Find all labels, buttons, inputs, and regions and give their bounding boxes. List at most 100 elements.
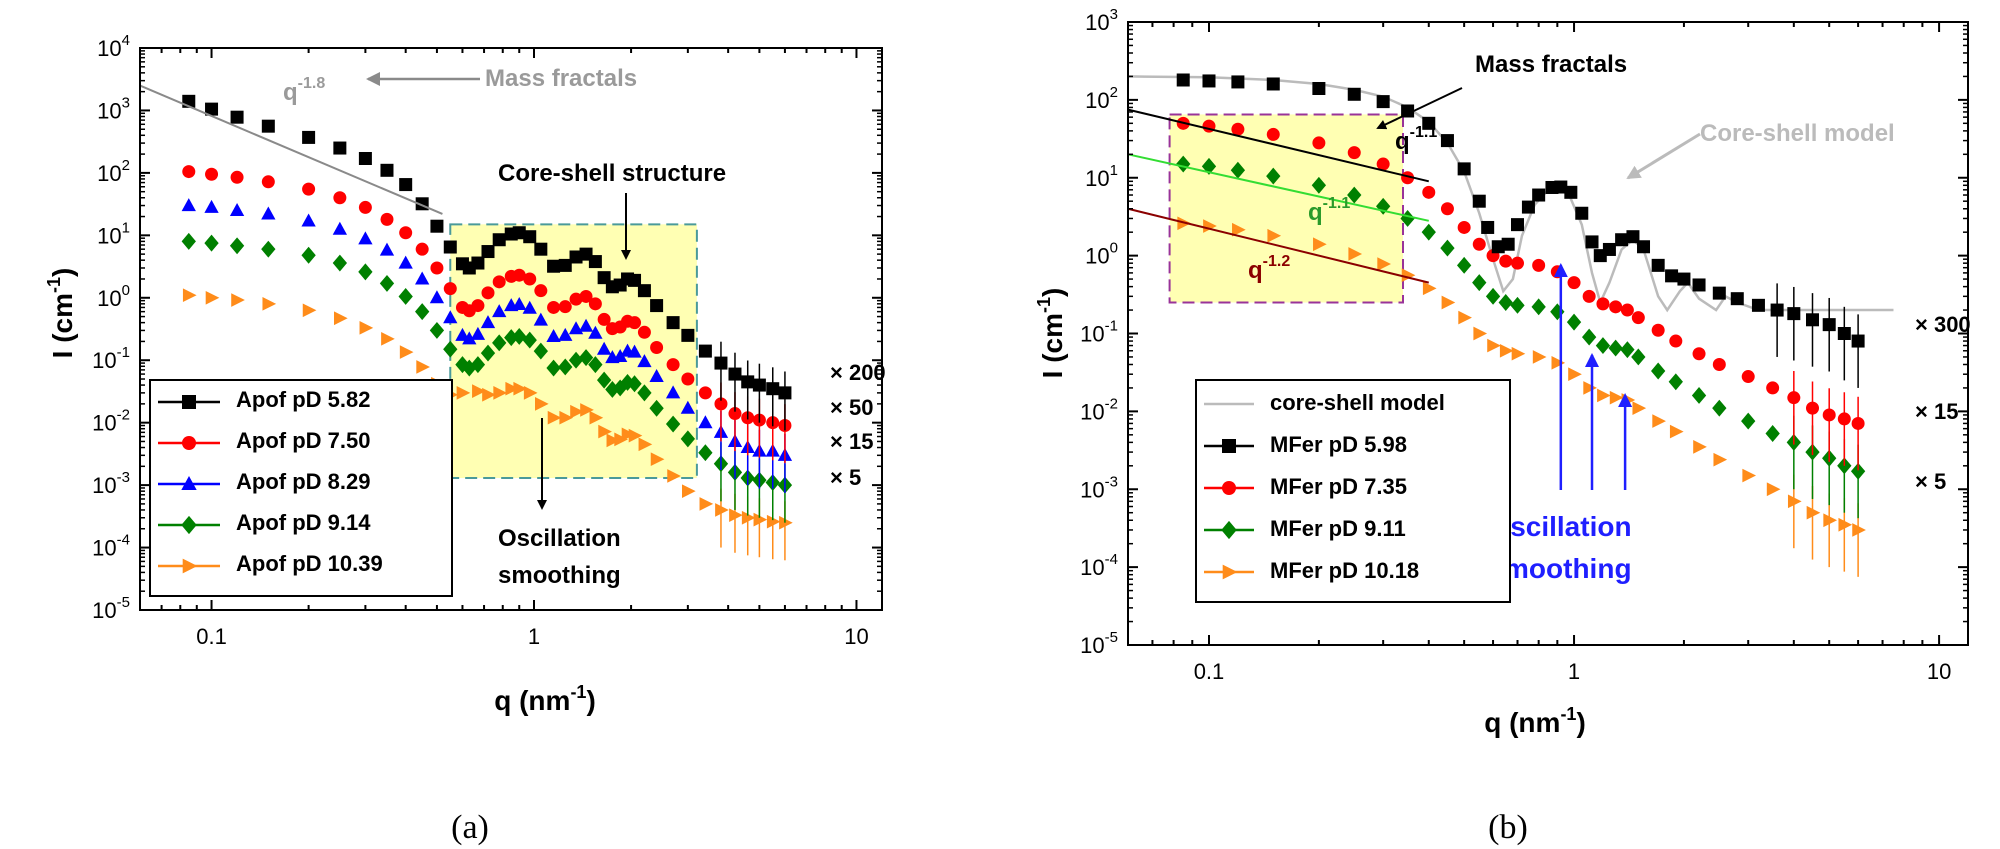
y-tick-label: 10-4 <box>1080 551 1118 580</box>
data-point <box>1376 95 1390 109</box>
data-point <box>1176 73 1190 87</box>
data-point <box>1632 401 1647 415</box>
data-point <box>714 397 728 411</box>
data-point <box>559 410 574 425</box>
y-tick-label: 100 <box>97 282 130 311</box>
legend-entry: Apof pD 8.29 <box>236 469 370 494</box>
data-point <box>513 381 528 396</box>
data-point <box>1347 87 1361 101</box>
data-point <box>480 344 496 362</box>
data-point <box>1472 194 1486 208</box>
data-point <box>698 444 713 462</box>
data-point <box>681 372 695 386</box>
data-point <box>443 282 457 296</box>
panel-label-b: (b) <box>1488 809 1528 846</box>
data-point <box>182 165 196 179</box>
data-point <box>714 356 728 370</box>
data-point <box>533 342 548 360</box>
data-point <box>1312 136 1326 150</box>
power-law-fit-line <box>139 84 443 215</box>
data-point <box>472 384 486 398</box>
core-shell-model-label: Core-shell model <box>1700 120 1895 147</box>
data-point <box>665 385 681 399</box>
data-point <box>596 371 612 389</box>
legend-entry: Apof pD 5.82 <box>236 387 370 412</box>
legend-entry: core-shell model <box>1270 390 1445 415</box>
data-point <box>1491 240 1505 254</box>
data-point <box>302 303 317 318</box>
data-point <box>1176 155 1191 173</box>
legend-marker <box>182 395 196 409</box>
legend-entry: MFer pD 5.98 <box>1270 432 1407 457</box>
data-point <box>569 292 583 306</box>
data-point <box>522 331 537 349</box>
scale-label-8.29: × 15 <box>830 429 873 454</box>
data-point <box>443 310 458 324</box>
data-point <box>1837 412 1851 426</box>
legend-entry: MFer pD 10.18 <box>1270 558 1419 583</box>
data-point <box>1231 75 1245 89</box>
data-point <box>1312 81 1326 95</box>
data-point <box>399 178 413 192</box>
data-point <box>1564 185 1578 199</box>
data-point <box>558 300 572 314</box>
data-point <box>1609 300 1623 314</box>
data-point <box>523 230 537 244</box>
x-tick-label: 0.1 <box>1194 659 1225 684</box>
data-point <box>627 344 642 358</box>
mass-fractals-label: Mass fractals <box>1475 51 1627 78</box>
y-tick-label: 101 <box>1085 162 1118 191</box>
data-point <box>379 274 395 292</box>
data-point <box>1400 210 1415 227</box>
data-point <box>534 397 549 411</box>
data-point <box>699 497 714 511</box>
data-point <box>1531 298 1546 316</box>
legend-entry: Apof pD 9.14 <box>236 510 371 535</box>
data-point <box>1498 294 1513 311</box>
data-point <box>1692 347 1706 361</box>
axis-ticks: 0.1 1 10 10-5 10-4 10-3 10-2 10-1 100 101 102 103 10… <box>92 32 882 649</box>
data-point <box>1440 202 1454 216</box>
data-point <box>443 240 457 254</box>
data-point <box>505 381 520 396</box>
data-point <box>649 368 664 382</box>
data-point <box>558 327 573 341</box>
data-point <box>680 400 696 414</box>
data-point <box>512 297 527 311</box>
oscillation-label-line1: Oscillation <box>498 525 621 552</box>
data-point <box>430 219 444 233</box>
data-point <box>1691 387 1707 404</box>
y-tick-label: 102 <box>1085 84 1118 113</box>
data-point <box>614 432 628 447</box>
mass-fractals-label: Mass fractals <box>485 65 637 92</box>
data-point <box>1203 219 1217 233</box>
data-point <box>1499 254 1513 268</box>
data-point <box>181 198 196 212</box>
data-point <box>589 410 604 425</box>
data-point <box>637 354 652 368</box>
data-point <box>470 326 486 340</box>
data-point <box>1550 303 1565 321</box>
power-law-fit-line <box>1127 153 1429 222</box>
data-point <box>588 297 602 311</box>
power-law-fit-line <box>1127 207 1430 284</box>
data-point <box>1582 289 1596 303</box>
data-point <box>578 318 594 332</box>
data-point <box>471 256 485 270</box>
data-point <box>470 356 486 374</box>
data-point <box>698 386 712 400</box>
data-point <box>229 203 245 217</box>
data-point <box>1851 416 1865 430</box>
data-point <box>399 345 414 359</box>
data-point <box>650 340 664 354</box>
data-point <box>398 255 413 269</box>
x-tick-label: 1 <box>1568 659 1580 684</box>
scale-label-9.14: × 5 <box>830 465 861 490</box>
data-point <box>1230 161 1246 179</box>
data-point <box>492 304 507 318</box>
data-point <box>261 240 276 258</box>
data-point <box>1422 281 1437 296</box>
data-point <box>1202 74 1216 88</box>
data-point <box>546 329 561 343</box>
data-point <box>650 452 665 467</box>
